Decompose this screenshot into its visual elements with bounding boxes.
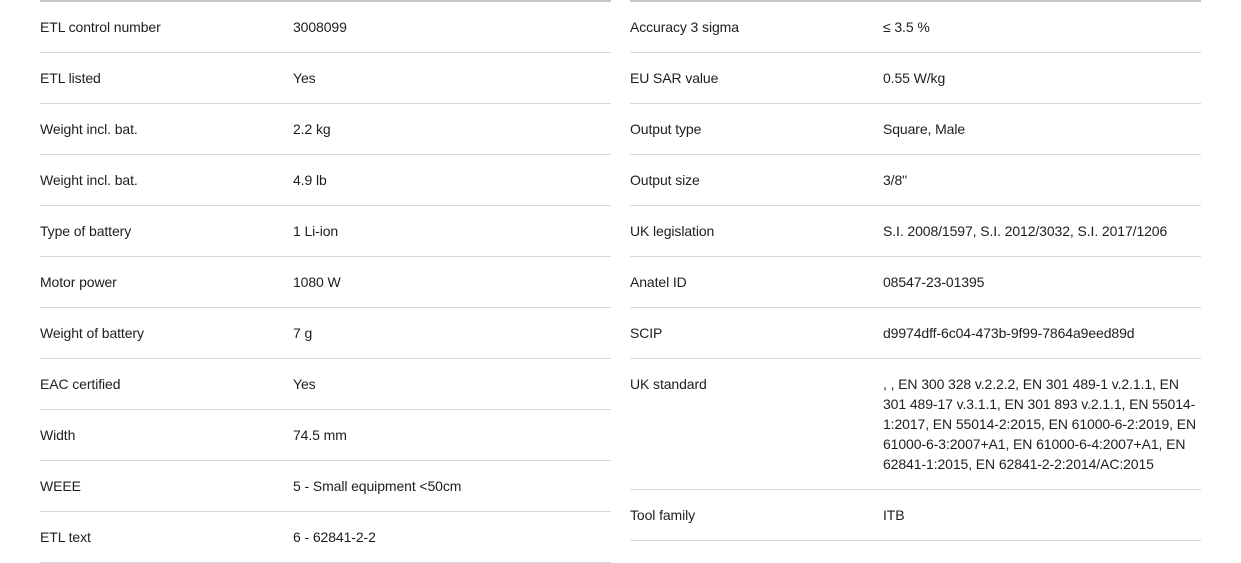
spec-value: Square, Male (883, 121, 966, 137)
spec-value: 3/8" (883, 172, 908, 188)
spec-value: S.I. 2008/1597, S.I. 2012/3032, S.I. 201… (883, 223, 1168, 239)
spec-label: Weight of battery (40, 325, 144, 341)
spec-label: UK standard (630, 376, 707, 392)
spec-row: WEEE 5 - Small equipment <50cm (40, 461, 611, 512)
spec-value: Yes (293, 70, 316, 86)
spec-value: 3008099 (293, 19, 347, 35)
spec-row: UK legislation S.I. 2008/1597, S.I. 2012/… (630, 206, 1201, 257)
spec-label: Anatel ID (630, 274, 687, 290)
spec-label: Tool family (630, 507, 696, 523)
spec-value: ITB (883, 507, 905, 523)
spec-row: ETL listed Yes (40, 53, 611, 104)
spec-value: d9974dff-6c04-473b-9f99-7864a9eed89d (883, 325, 1135, 341)
spec-row: EU SAR value 0.55 W/kg (630, 53, 1201, 104)
spec-row: UK standard , , EN 300 328 v.2.2.2, EN 30… (630, 359, 1201, 490)
spec-label: Accuracy 3 sigma (630, 19, 739, 35)
spec-label: UK legislation (630, 223, 715, 239)
spec-value: 5 - Small equipment <50cm (293, 478, 462, 494)
spec-value: Yes (293, 376, 316, 392)
spec-label: EU SAR value (630, 70, 719, 86)
spec-row: Tool family ITB (630, 490, 1201, 541)
spec-value: 6 - 62841-2-2 (293, 529, 376, 545)
spec-row: SCIP d9974dff-6c04-473b-9f99-7864a9eed89d (630, 308, 1201, 359)
spec-label: Motor power (40, 274, 117, 290)
spec-label: Output size (630, 172, 700, 188)
spec-value: ≤ 3.5 % (883, 19, 930, 35)
spec-label: ETL listed (40, 70, 101, 86)
spec-label: Width (40, 427, 76, 443)
spec-row: ETL control number 3008099 (40, 2, 611, 53)
spec-label: Weight incl. bat. (40, 121, 138, 137)
spec-table-left: ETL control number 3008099 ETL listed Yes We… (40, 0, 611, 563)
spec-row: Motor power 1080 W (40, 257, 611, 308)
spec-value: 4.9 lb (293, 172, 327, 188)
spec-value: 1080 W (293, 274, 341, 290)
spec-label: ETL control number (40, 19, 161, 35)
spec-label: ETL text (40, 529, 91, 545)
spec-row: Output size 3/8" (630, 155, 1201, 206)
spec-label: SCIP (630, 325, 663, 341)
spec-label: WEEE (40, 478, 81, 494)
spec-value: 2.2 kg (293, 121, 331, 137)
spec-label: EAC certified (40, 376, 121, 392)
spec-label: Weight incl. bat. (40, 172, 138, 188)
spec-row: Anatel ID 08547-23-01395 (630, 257, 1201, 308)
spec-value: 7 g (293, 325, 313, 341)
spec-value: 08547-23-01395 (883, 274, 985, 290)
spec-row: Width 74.5 mm (40, 410, 611, 461)
spec-row: Accuracy 3 sigma ≤ 3.5 % (630, 2, 1201, 53)
spec-row: Output type Square, Male (630, 104, 1201, 155)
spec-label: Output type (630, 121, 702, 137)
spec-row: Type of battery 1 Li-ion (40, 206, 611, 257)
spec-value: , , EN 300 328 v.2.2.2, EN 301 489-1 v.2… (883, 376, 1196, 472)
spec-value: 0.55 W/kg (883, 70, 946, 86)
spec-value: 1 Li-ion (293, 223, 339, 239)
spec-value: 74.5 mm (293, 427, 347, 443)
spec-table-right: Accuracy 3 sigma ≤ 3.5 % EU SAR value 0.55 … (630, 0, 1201, 563)
spec-row: ETL text 6 - 62841-2-2 (40, 512, 611, 563)
spec-row: EAC certified Yes (40, 359, 611, 410)
spec-row: Weight incl. bat. 4.9 lb (40, 155, 611, 206)
spec-label: Type of battery (40, 223, 132, 239)
spec-row: Weight incl. bat. 2.2 kg (40, 104, 611, 155)
spec-row: Weight of battery 7 g (40, 308, 611, 359)
